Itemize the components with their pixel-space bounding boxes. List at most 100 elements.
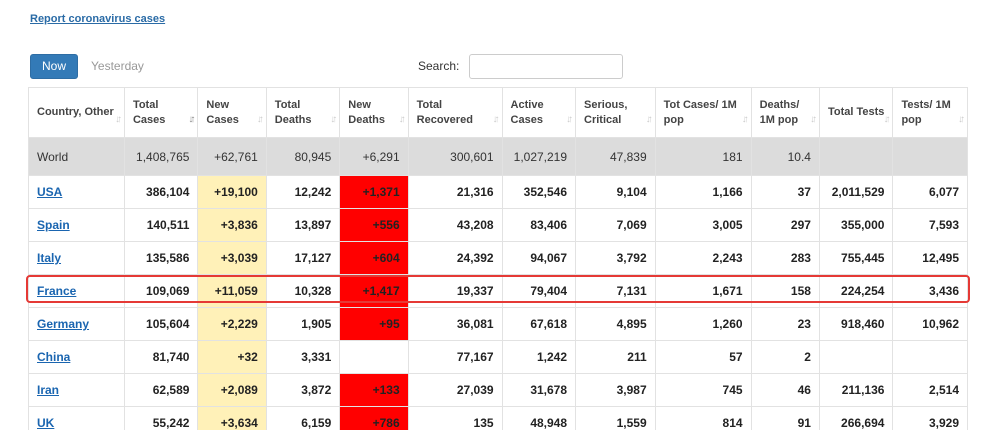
search-input[interactable] xyxy=(469,54,623,79)
new-cases-cell: +62,761 xyxy=(197,137,267,176)
total-tests-cell: 2,011,529 xyxy=(818,175,894,209)
country-link[interactable]: USA xyxy=(37,185,63,199)
serious-critical-cell: 3,987 xyxy=(575,373,656,407)
new-cases-cell: +3,634 xyxy=(197,406,267,430)
table-row: UK 55,242 +3,634 6,159 +786 135 48,948 1,559 814… xyxy=(28,406,968,430)
tests-1m-cell: 12,495 xyxy=(892,241,968,275)
col-header-new-cases[interactable]: New Cases ↓↑ xyxy=(197,87,267,138)
col-header-total-tests[interactable]: Total Tests ↓↑ xyxy=(818,87,894,138)
deaths-1m-cell: 297 xyxy=(750,208,820,242)
total-tests-cell: 755,445 xyxy=(818,241,894,275)
total-recovered-cell: 135 xyxy=(407,406,503,430)
tot-cases-1m-cell: 1,166 xyxy=(654,175,752,209)
yesterday-button[interactable]: Yesterday xyxy=(91,59,144,73)
total-recovered-cell: 36,081 xyxy=(407,307,503,341)
sort-icon: ↓↑ xyxy=(330,114,337,125)
col-header-label: Total Cases xyxy=(132,98,166,126)
total-cases-cell: 140,511 xyxy=(123,208,199,242)
serious-critical-cell: 47,839 xyxy=(575,137,656,176)
new-deaths-cell: +6,291 xyxy=(339,137,409,176)
col-header-total-recovered[interactable]: Total Recovered ↓↑ xyxy=(407,87,503,138)
table-row: Spain 140,511 +3,836 13,897 +556 43,208 83,406… xyxy=(28,208,968,242)
tot-cases-1m-cell: 57 xyxy=(654,340,752,374)
active-cases-cell: 67,618 xyxy=(501,307,577,341)
tests-1m-cell xyxy=(892,137,968,176)
tests-1m-cell xyxy=(892,340,968,374)
country-link[interactable]: France xyxy=(37,284,77,298)
total-cases-cell: 55,242 xyxy=(123,406,199,430)
tot-cases-1m-cell: 1,260 xyxy=(654,307,752,341)
col-header-total-deaths[interactable]: Total Deaths ↓↑ xyxy=(265,87,341,138)
col-header-new-deaths[interactable]: New Deaths ↓↑ xyxy=(339,87,409,138)
country-cell: World xyxy=(28,137,125,176)
search-label: Search: xyxy=(418,59,460,73)
total-deaths-cell: 3,331 xyxy=(265,340,341,374)
new-deaths-cell: +556 xyxy=(339,208,409,242)
new-cases-cell: +19,100 xyxy=(197,175,267,209)
col-header-deaths-1m[interactable]: Deaths/ 1M pop ↓↑ xyxy=(750,87,820,138)
col-header-label: Tot Cases/ 1M pop xyxy=(663,98,737,126)
sort-icon: ↓↑ xyxy=(398,114,406,125)
country-link[interactable]: Germany xyxy=(37,317,90,331)
sort-icon: ↓↑ xyxy=(256,114,264,125)
country-link[interactable]: Spain xyxy=(37,218,70,232)
country-cell: France xyxy=(28,274,125,308)
total-recovered-cell: 19,337 xyxy=(407,274,503,308)
total-deaths-cell: 13,897 xyxy=(265,208,341,242)
new-deaths-cell xyxy=(339,340,409,374)
now-button[interactable]: Now xyxy=(30,54,78,79)
country-link[interactable]: Italy xyxy=(37,251,62,265)
tests-1m-cell: 6,077 xyxy=(892,175,968,209)
sort-icon: ↓↑ xyxy=(958,114,965,125)
total-recovered-cell: 300,601 xyxy=(407,137,503,176)
report-cases-link[interactable]: Report coronavirus cases xyxy=(30,13,166,25)
deaths-1m-cell: 2 xyxy=(750,340,820,374)
new-deaths-cell: +1,371 xyxy=(339,175,409,209)
sort-icon: ↓↑ xyxy=(809,114,817,125)
total-recovered-cell: 77,167 xyxy=(407,340,503,374)
total-tests-cell: 918,460 xyxy=(818,307,894,341)
new-cases-cell: +3,039 xyxy=(197,241,267,275)
active-cases-cell: 79,404 xyxy=(501,274,577,308)
col-header-label: Active Cases xyxy=(510,98,544,126)
total-deaths-cell: 1,905 xyxy=(265,307,341,341)
col-header-country[interactable]: Country, Other ↓↑ xyxy=(28,87,125,138)
new-cases-cell: +11,059 xyxy=(197,274,267,308)
tot-cases-1m-cell: 181 xyxy=(654,137,752,176)
deaths-1m-cell: 46 xyxy=(750,373,820,407)
deaths-1m-cell: 37 xyxy=(750,175,820,209)
serious-critical-cell: 9,104 xyxy=(575,175,656,209)
deaths-1m-cell: 23 xyxy=(750,307,820,341)
col-header-label: Total Recovered xyxy=(416,98,473,126)
serious-critical-cell: 1,559 xyxy=(575,406,656,430)
table-row: China 81,740 +32 3,331 77,167 1,242 211 57 2 xyxy=(28,340,968,374)
total-cases-cell: 386,104 xyxy=(123,175,199,209)
new-deaths-cell: +1,417 xyxy=(339,274,409,308)
country-link[interactable]: UK xyxy=(37,416,55,430)
tot-cases-1m-cell: 745 xyxy=(654,373,752,407)
country-link[interactable]: China xyxy=(37,350,71,364)
deaths-1m-cell: 10.4 xyxy=(750,137,820,176)
serious-critical-cell: 7,131 xyxy=(575,274,656,308)
new-cases-cell: +2,089 xyxy=(197,373,267,407)
col-header-label: Tests/ 1M pop xyxy=(901,98,951,126)
table-row: Iran 62,589 +2,089 3,872 +133 27,039 31,678 3,9… xyxy=(28,373,968,407)
col-header-label: New Deaths xyxy=(348,98,385,126)
table-controls: Now Yesterday Search: xyxy=(30,54,968,80)
active-cases-cell: 48,948 xyxy=(501,406,577,430)
col-header-serious-critical[interactable]: Serious, Critical ↓↑ xyxy=(575,87,656,138)
country-cell: Iran xyxy=(28,373,125,407)
col-header-total-cases[interactable]: Total Cases ↓↑ xyxy=(123,87,199,138)
total-cases-cell: 109,069 xyxy=(123,274,199,308)
country-link[interactable]: Iran xyxy=(37,383,60,397)
new-deaths-cell: +133 xyxy=(339,373,409,407)
serious-critical-cell: 7,069 xyxy=(575,208,656,242)
tot-cases-1m-cell: 3,005 xyxy=(654,208,752,242)
total-tests-cell xyxy=(818,340,894,374)
total-tests-cell xyxy=(818,137,894,176)
active-cases-cell: 94,067 xyxy=(501,241,577,275)
col-header-active-cases[interactable]: Active Cases ↓↑ xyxy=(501,87,577,138)
col-header-tot-cases-1m[interactable]: Tot Cases/ 1M pop ↓↑ xyxy=(654,87,752,138)
col-header-tests-1m[interactable]: Tests/ 1M pop ↓↑ xyxy=(892,87,968,138)
new-deaths-cell: +786 xyxy=(339,406,409,430)
